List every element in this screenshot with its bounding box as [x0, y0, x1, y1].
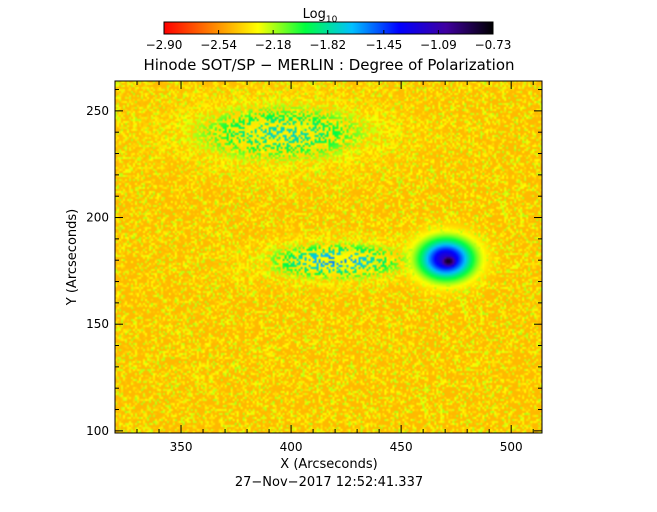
chart-title: Hinode SOT/SP − MERLIN : Degree of Polar…: [143, 56, 514, 74]
colorbar-tick-label: −2.54: [200, 38, 237, 52]
colorbar-label-subscript: 10: [326, 15, 338, 25]
y-tick-label: 150: [86, 317, 109, 331]
colorbar-tick-label: −1.82: [309, 38, 346, 52]
colorbar-tick-label: −1.45: [365, 38, 402, 52]
colorbar-label-base: Log: [303, 7, 326, 22]
axis-ticks: 350 400 450 500 100 150 200 250: [86, 81, 542, 454]
x-tick-label: 450: [390, 440, 413, 454]
y-tick-label: 200: [86, 211, 109, 225]
colorbar-tick-label: −0.73: [475, 38, 512, 52]
colorbar-tick-label: −2.90: [146, 38, 183, 52]
x-tick-label: 350: [170, 440, 193, 454]
y-tick-label: 250: [86, 104, 109, 118]
heatmap-image: [115, 81, 542, 433]
x-tick-label: 500: [500, 440, 523, 454]
plot-area: [115, 81, 542, 433]
x-axis-label: X (Arcseconds): [280, 457, 377, 472]
timestamp: 27−Nov−2017 12:52:41.337: [235, 475, 423, 490]
colorbar-tick-label: −1.09: [420, 38, 457, 52]
y-tick-label: 100: [86, 424, 109, 438]
colorbar-ticks: −2.90 −2.54 −2.18 −1.82 −1.45 −1.09 −0.73: [146, 30, 512, 52]
colorbar-tick-label: −2.18: [255, 38, 292, 52]
plot-frame: [114, 80, 543, 434]
x-tick-label: 400: [280, 440, 303, 454]
colorbar-label: Log10: [303, 7, 338, 25]
y-axis-label: Y (Arcseconds): [65, 209, 80, 306]
colorbar: [163, 21, 494, 35]
